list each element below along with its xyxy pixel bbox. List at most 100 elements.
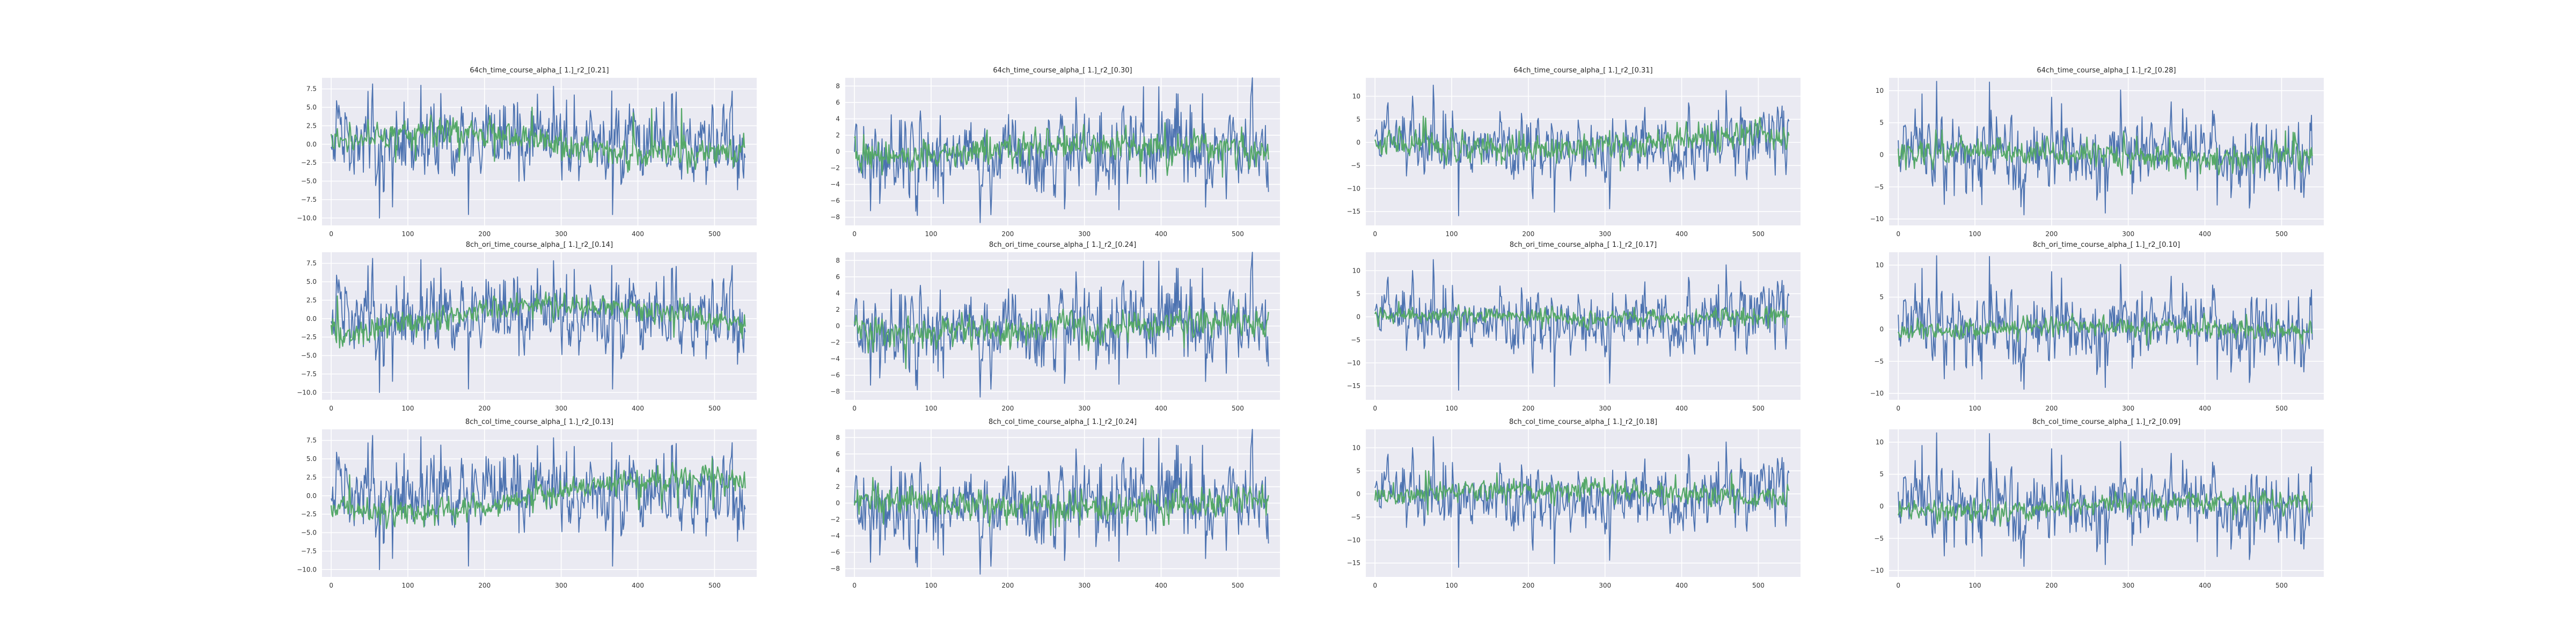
series-line-blue <box>1374 436 1790 568</box>
subplot-title: 8ch_col_time_course_alpha_[ 1.]_r2_[0.13… <box>465 418 613 426</box>
series-line-green <box>331 457 746 529</box>
x-tick-label: 300 <box>2122 230 2134 238</box>
y-tick-label: 5.0 <box>306 278 317 286</box>
x-tick-label: 200 <box>2045 405 2058 412</box>
x-tick-label: 100 <box>925 230 938 238</box>
y-tick-label: 5 <box>1879 294 1884 301</box>
y-tick-label: 0 <box>1356 490 1360 497</box>
subplot-title: 8ch_col_time_course_alpha_[ 1.]_r2_[0.09… <box>2032 418 2180 426</box>
x-tick-label: 500 <box>708 230 721 238</box>
y-tick-label: −8 <box>830 214 840 221</box>
y-tick-label: 6 <box>836 273 840 281</box>
y-tick-label: −10 <box>1870 390 1884 397</box>
y-tick-label: 2.5 <box>306 296 317 304</box>
series-line-blue <box>331 83 746 219</box>
y-tick-label: −5 <box>1351 162 1360 169</box>
subplot-title: 8ch_col_time_course_alpha_[ 1.]_r2_[0.18… <box>1509 418 1657 426</box>
y-tick-label: 0 <box>836 500 840 507</box>
y-tick-label: −7.5 <box>301 370 317 378</box>
y-tick-label: 5 <box>1879 471 1884 478</box>
subplot-title: 8ch_col_time_course_alpha_[ 1.]_r2_[0.24… <box>989 418 1137 426</box>
series-line-green <box>331 291 746 349</box>
x-tick-label: 400 <box>1155 582 1167 589</box>
y-tick-label: −15 <box>1347 208 1360 215</box>
x-tick-label: 0 <box>329 230 333 238</box>
y-tick-label: 8 <box>836 257 840 264</box>
x-tick-label: 200 <box>1001 230 1014 238</box>
series-line-blue <box>331 435 746 570</box>
y-tick-label: −15 <box>1347 559 1360 567</box>
x-tick-label: 0 <box>852 230 857 238</box>
y-tick-label: 0 <box>1879 502 1884 510</box>
subplot-5: 8ch_ori_time_course_alpha_[ 1.]_r2_[0.14… <box>297 241 757 412</box>
x-tick-label: 300 <box>1078 230 1091 238</box>
y-tick-label: 5.0 <box>306 104 317 111</box>
y-tick-label: 6 <box>836 99 840 106</box>
x-tick-label: 300 <box>1599 230 1611 238</box>
series-line-green <box>1898 312 2313 346</box>
x-tick-label: 0 <box>1373 230 1377 238</box>
y-tick-label: 7.5 <box>306 260 317 267</box>
x-tick-label: 500 <box>2275 230 2288 238</box>
subplot-4: 64ch_time_course_alpha_[ 1.]_r2_[0.28] 0 1… <box>1870 67 2324 238</box>
subplot-6: 8ch_ori_time_course_alpha_[ 1.]_r2_[0.24… <box>830 241 1280 412</box>
x-tick-label: 300 <box>555 230 567 238</box>
x-tick-label: 200 <box>478 582 491 589</box>
x-tick-label: 0 <box>1373 582 1377 589</box>
x-tick-label: 200 <box>1522 582 1534 589</box>
series-line-green <box>854 122 1269 178</box>
x-tick-label: 400 <box>1155 405 1167 412</box>
y-tick-label: −15 <box>1347 382 1360 390</box>
x-tick-label: 300 <box>1599 405 1611 412</box>
y-tick-label: 0.0 <box>306 141 317 148</box>
x-tick-label: 0 <box>1896 405 1900 412</box>
x-tick-label: 400 <box>1155 230 1167 238</box>
x-tick-label: 100 <box>402 230 414 238</box>
x-tick-label: 300 <box>1078 582 1091 589</box>
series-line-green <box>1374 301 1790 331</box>
y-tick-label: 7.5 <box>306 437 317 444</box>
series-line-green <box>854 299 1269 369</box>
y-tick-label: 8 <box>836 82 840 90</box>
x-tick-label: 0 <box>852 405 857 412</box>
y-tick-label: 0 <box>836 323 840 330</box>
y-tick-label: −10.0 <box>297 214 317 222</box>
y-tick-label: −5.0 <box>301 352 317 360</box>
subplot-title: 64ch_time_course_alpha_[ 1.]_r2_[0.30] <box>993 67 1132 75</box>
x-tick-label: 100 <box>402 582 414 589</box>
y-tick-label: 2 <box>836 131 840 139</box>
x-tick-label: 500 <box>708 405 721 412</box>
series-line-blue <box>1374 259 1790 391</box>
subplot-12: 8ch_col_time_course_alpha_[ 1.]_r2_[0.09… <box>1870 418 2324 589</box>
y-tick-label: −2 <box>830 164 840 172</box>
y-tick-label: −2.5 <box>301 333 317 341</box>
y-tick-label: −10 <box>1347 185 1360 192</box>
y-tick-label: −7.5 <box>301 547 317 555</box>
x-tick-label: 300 <box>1078 405 1091 412</box>
subplot-1: 64ch_time_course_alpha_[ 1.]_r2_[0.21] 0 1… <box>297 67 757 238</box>
x-tick-label: 200 <box>1522 405 1534 412</box>
x-tick-label: 500 <box>1752 582 1765 589</box>
y-tick-label: −8 <box>830 388 840 396</box>
series-line-blue <box>1374 84 1790 216</box>
y-tick-label: −6 <box>830 548 840 556</box>
y-tick-label: 4 <box>836 466 840 474</box>
y-tick-label: −2.5 <box>301 510 317 518</box>
x-tick-label: 200 <box>478 230 491 238</box>
x-tick-label: 100 <box>1446 405 1458 412</box>
y-tick-label: −5.0 <box>301 529 317 537</box>
x-tick-label: 500 <box>2275 405 2288 412</box>
x-tick-label: 400 <box>632 582 644 589</box>
y-tick-label: −5 <box>1351 513 1360 521</box>
y-tick-label: −5 <box>1874 535 1884 542</box>
subplot-10: 8ch_col_time_course_alpha_[ 1.]_r2_[0.24… <box>830 418 1280 589</box>
x-tick-label: 500 <box>2275 582 2288 589</box>
x-tick-label: 300 <box>2122 582 2134 589</box>
series-line-green <box>1898 129 2313 180</box>
x-tick-label: 0 <box>1896 582 1900 589</box>
y-tick-label: −5 <box>1351 336 1360 343</box>
x-tick-label: 0 <box>852 582 857 589</box>
y-tick-label: 10 <box>1352 444 1360 451</box>
y-tick-label: −10 <box>1870 215 1884 223</box>
